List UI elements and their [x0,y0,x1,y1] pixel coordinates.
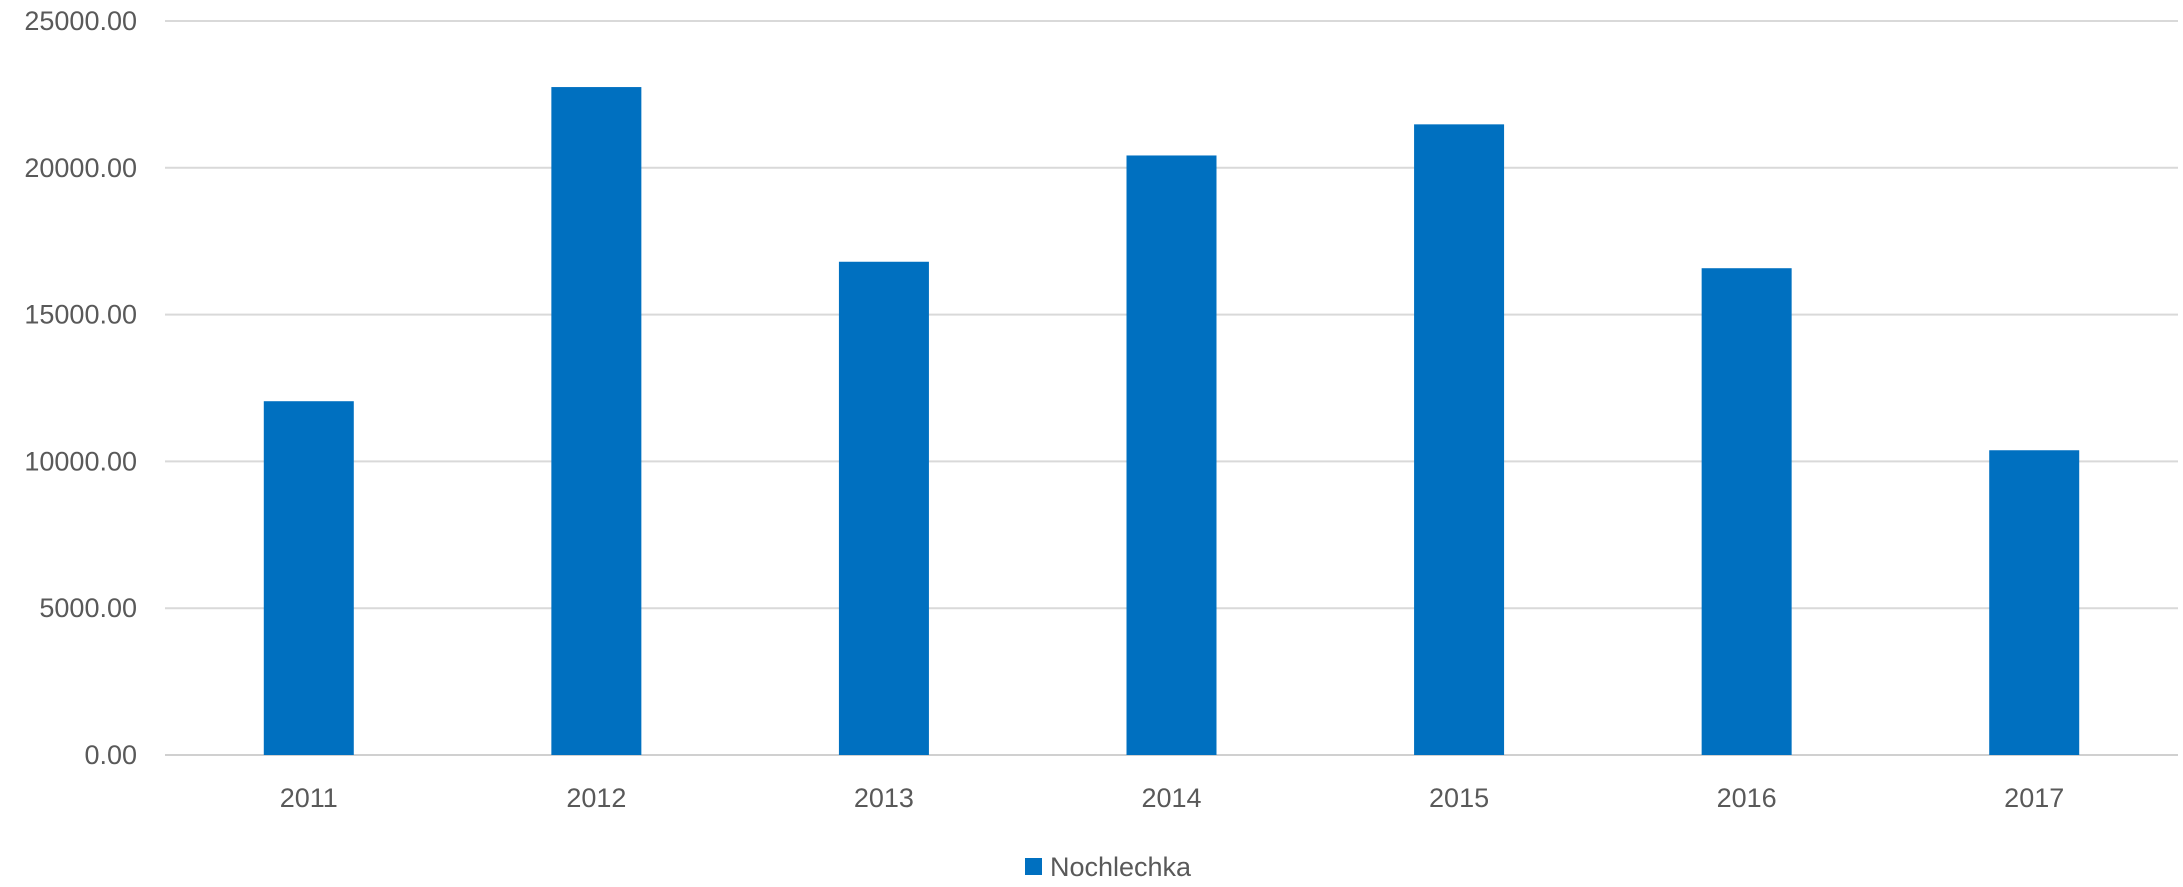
bar-2013 [838,261,929,755]
y-tick-label: 20000.00 [24,153,137,183]
x-tick-label-2016: 2016 [1717,783,1777,813]
y-tick-label: 25000.00 [24,6,137,36]
x-tick-label-2014: 2014 [1141,783,1201,813]
x-tick-label-2013: 2013 [854,783,914,813]
legend: Nochlechka [1025,852,1192,882]
bar-2017 [1989,450,2080,755]
x-axis-tick-labels: 2011 2012 2013 2014 2015 2016 2017 [280,783,2064,813]
y-tick-label: 0.00 [84,740,137,770]
y-tick-label: 5000.00 [39,593,137,623]
y-tick-label: 10000.00 [24,446,137,476]
bar-2016 [1701,268,1792,755]
x-tick-label-2015: 2015 [1429,783,1489,813]
x-tick-label-2012: 2012 [566,783,626,813]
legend-label-nochlechka: Nochlechka [1050,852,1192,882]
bars [263,87,2080,756]
x-tick-label-2017: 2017 [2004,783,2064,813]
bar-2015 [1414,124,1505,756]
y-axis-tick-labels: 0.00 5000.00 10000.00 15000.00 20000.00 25000… [24,6,137,770]
x-tick-label-2011: 2011 [280,783,338,813]
y-tick-label: 15000.00 [24,300,137,330]
bar-2014 [1126,155,1217,755]
bar-2011 [263,401,354,755]
legend-swatch-nochlechka [1025,858,1042,875]
bar-2012 [551,87,642,755]
